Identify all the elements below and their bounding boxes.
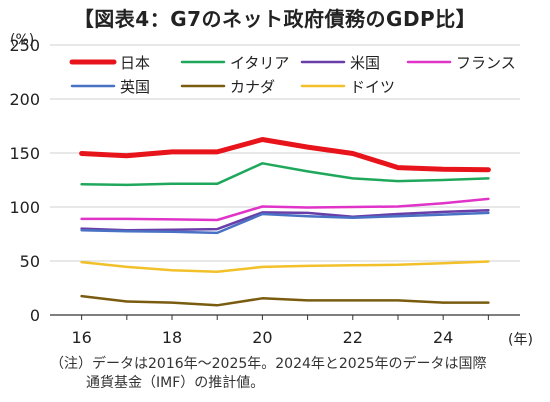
x-tick-label: 16 (71, 328, 91, 347)
y-unit-label: (%) (10, 32, 34, 48)
x-tick-label: 24 (433, 328, 453, 347)
legend-item: イタリア (180, 54, 289, 72)
footnote-line-1: （注）データは2016年～2025年。2024年と2025年のデータは国際 (50, 356, 487, 372)
y-tick-label: 0 (30, 306, 40, 325)
legend-label: カナダ (230, 78, 275, 96)
y-tick-label: 100 (9, 198, 40, 217)
legend-item: 日本 (69, 54, 150, 72)
footnote-line-2: 通貨基金（IMF）の推計値。 (86, 375, 265, 391)
series-line-7 (80, 260, 490, 274)
legend-item: フランス (406, 54, 516, 72)
y-tick-label: 150 (9, 144, 40, 163)
x-tick-label: 20 (252, 328, 272, 347)
series-line-4 (80, 197, 490, 222)
chart-title: 【図表4：G7のネット政府債務のGDP比】 (73, 6, 477, 31)
y-tick-label: 200 (9, 90, 40, 109)
legend-label: 米国 (350, 54, 380, 72)
legend-label: 英国 (120, 78, 150, 96)
legend-label: 日本 (120, 54, 150, 72)
legend-label: フランス (456, 54, 516, 72)
legend-item: 米国 (300, 54, 380, 72)
series-line-5 (80, 211, 490, 235)
series-layer (79, 137, 491, 307)
axis-layer: 0 50 100 150 200 250 16 18 20 22 24 (%) (年) (9, 32, 532, 348)
footnote: （注）データは2016年～2025年。2024年と2025年のデータは国際 通貨… (50, 355, 530, 393)
legend-label: ドイツ (350, 78, 395, 96)
legend-item: 英国 (70, 78, 150, 96)
y-tick-label: 250 (9, 36, 40, 55)
x-unit-label: (年) (508, 332, 533, 348)
legend-item: カナダ (180, 78, 275, 96)
x-tick-label: 18 (162, 328, 182, 347)
x-tick-label: 22 (343, 328, 363, 347)
series-line-6 (80, 294, 490, 307)
series-line-1 (79, 137, 491, 173)
y-tick-label: 50 (20, 252, 40, 271)
series-line-3 (80, 208, 490, 232)
series-line-2 (80, 162, 490, 187)
legend-item: ドイツ (300, 78, 395, 96)
legend-label: イタリア (230, 54, 289, 72)
